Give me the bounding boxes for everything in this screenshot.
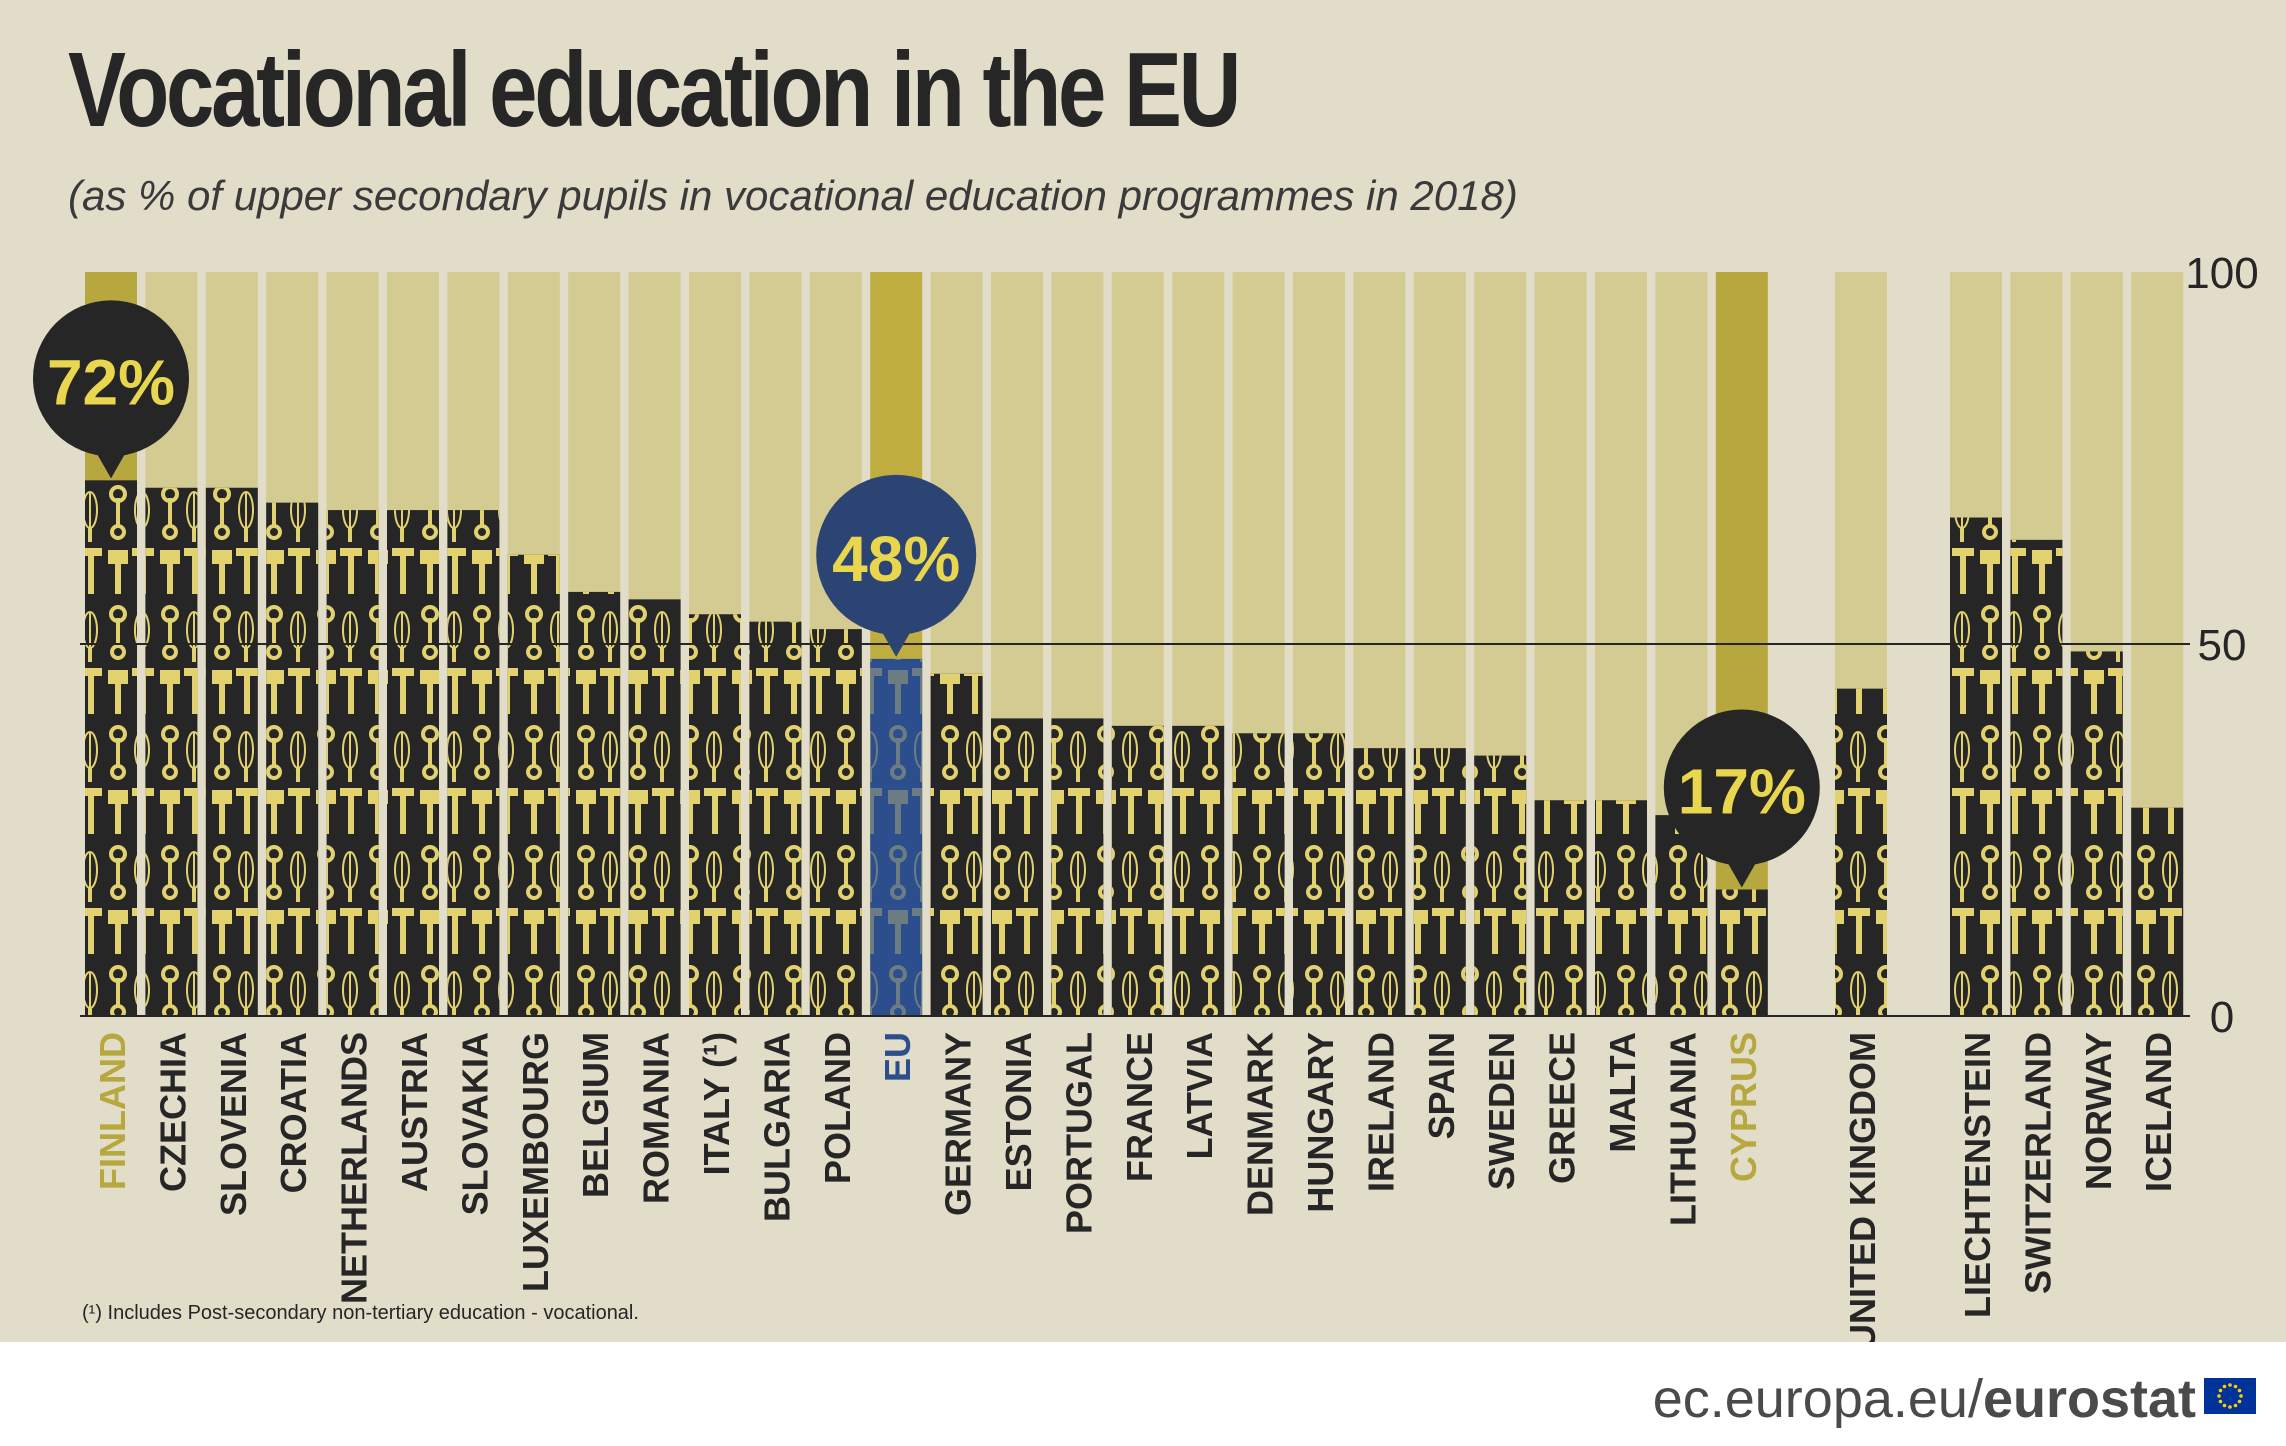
eu-flag-stars [2217,1383,2243,1409]
x-axis-label: CZECHIA [152,1032,193,1192]
x-axis-label: LIECHTENSTEIN [1957,1032,1998,1318]
x-axis-label: SWITZERLAND [2017,1032,2058,1294]
x-axis-label: NORWAY [2078,1032,2119,1190]
x-axis-label: MALTA [1602,1032,1643,1153]
bar-tool-pattern [1172,725,1225,1016]
bar-tool-pattern [991,718,1043,1016]
bar-tool-pattern [1293,733,1345,1016]
bar-tool-pattern [1715,889,1768,1016]
x-axis-label: GERMANY [938,1032,979,1216]
x-axis-labels: FINLAND CZECHIA SLOVENIA CROATIA NETHERLANDS… [92,1032,2179,1342]
callout-pointer [880,628,913,657]
x-axis-label: PORTUGAL [1058,1032,1099,1234]
y-axis-ticks: 0 50 100 [2185,249,2258,1042]
bar-tool-pattern [2070,651,2123,1016]
bar-tool-pattern [2131,807,2184,1016]
bar-tool-pattern [1950,517,2002,1016]
bar-tool-pattern [809,629,862,1016]
bar-tool-pattern [628,599,681,1016]
callout-value: 72% [47,346,175,418]
bar-tool-pattern [2010,539,2063,1016]
bar-tool-pattern [1353,748,1406,1016]
bar-series [85,480,2184,1016]
bar-tool-pattern [689,614,741,1016]
bar-tool-pattern [85,480,137,1016]
x-axis-label: SPAIN [1421,1032,1462,1139]
callout-value: 17% [1678,756,1806,828]
callout-bubble: 48% [816,474,977,657]
y-tick-label: 100 [2185,249,2258,298]
callout-circle [816,474,977,635]
x-axis-label: ICELAND [2138,1032,2179,1192]
callout-pointer [1725,859,1758,888]
bar-tool-pattern [870,658,923,1016]
bar-tool-pattern [1474,755,1527,1016]
callout-circle [33,300,189,457]
source-link[interactable]: ec.europa.eu/eurostat [1653,1368,2196,1430]
bar-tool-pattern [1534,800,1587,1016]
x-axis-label: SLOVAKIA [454,1032,495,1215]
y-tick-label: 0 [2210,993,2234,1042]
x-axis-label: ROMANIA [636,1032,677,1204]
bar-tool-pattern [1051,718,1104,1016]
x-axis-label: LATVIA [1179,1032,1220,1159]
bar-tool-pattern [447,510,500,1016]
bar-tool-pattern [930,673,983,1016]
x-axis-label: EU [877,1032,918,1082]
x-axis-label: UNITED KINGDOM [1842,1032,1883,1342]
source-url: ec.europa.eu/ [1652,1369,1983,1429]
x-axis-label: NETHERLANDS [334,1032,375,1304]
eu-flag-icon [2204,1378,2256,1414]
x-axis-label: LITHUANIA [1662,1032,1703,1226]
callout-bubble: 17% [1663,709,1820,888]
footnote: (¹) Includes Post-secondary non-tertiary… [82,1302,639,1324]
x-axis-label: ITALY (¹) [696,1032,737,1175]
x-axis-label: FRANCE [1119,1032,1160,1182]
x-axis-label: HUNGARY [1300,1032,1341,1213]
bar-tool-pattern [1232,733,1285,1016]
highlight-bubbles: 72% 48% 17% [33,300,1820,888]
x-axis-label: BELGIUM [575,1032,616,1198]
chart-title: Vocational education in the EU [68,31,1241,149]
bar-tool-pattern [205,487,258,1016]
x-axis-label: CROATIA [273,1032,314,1193]
x-axis-label: CYPRUS [1723,1032,1764,1182]
x-axis-label: LUXEMBOURG [515,1032,556,1292]
bar-tool-pattern [266,502,319,1016]
callout-circle [1663,709,1820,866]
bar-tool-pattern [326,510,379,1016]
bar-tool-pattern [1413,748,1466,1016]
x-axis-label: SWEDEN [1481,1032,1522,1190]
x-axis-label: GREECE [1542,1032,1583,1184]
callout-bubble: 72% [33,300,189,479]
bar-tool-pattern [1835,688,1887,1016]
x-axis-label: BULGARIA [756,1032,797,1222]
x-axis-label: AUSTRIA [394,1032,435,1192]
bar-tool-pattern [387,510,439,1016]
bar-tool-pattern [507,554,560,1016]
callout-value: 48% [832,523,960,595]
bar-tool-pattern [749,621,802,1016]
x-axis-label: ESTONIA [998,1032,1039,1191]
bar-tool-pattern [145,487,198,1016]
y-tick-label: 50 [2198,621,2247,670]
callout-pointer [95,450,127,479]
gridlines [80,643,2190,1017]
bar-tool-pattern [1595,800,1647,1016]
source-brand: eurostat [1982,1369,2196,1429]
chart-subtitle: (as % of upper secondary pupils in vocat… [68,172,1518,219]
bar-tool-pattern [1111,725,1164,1016]
x-axis-label: FINLAND [92,1032,133,1190]
bar-chart: 0 50 100 FINLAND CZECHIA SLOVENIA CROATIA NETH… [33,249,2259,1342]
x-axis-label: IRELAND [1360,1032,1401,1192]
x-axis-label: DENMARK [1240,1032,1281,1216]
bar-tool-pattern [568,591,621,1016]
x-axis-label: SLOVENIA [213,1032,254,1216]
x-axis-label: POLAND [817,1032,858,1184]
